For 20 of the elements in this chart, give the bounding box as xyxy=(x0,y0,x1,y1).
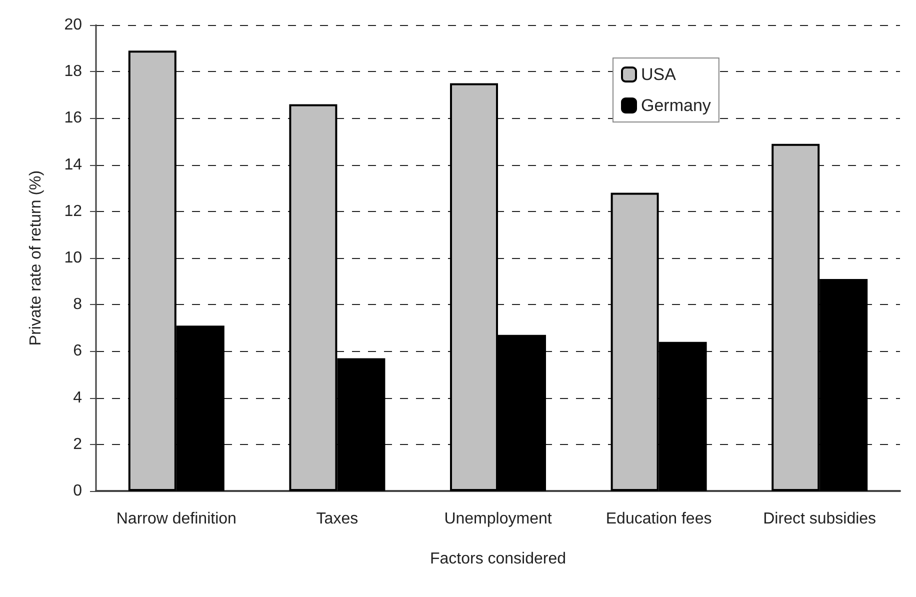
y-tick-label: 0 xyxy=(73,482,82,500)
y-tick-label: 4 xyxy=(73,389,82,406)
x-tick-label: Unemployment xyxy=(444,510,552,528)
x-axis-title: Factors considered xyxy=(430,550,566,568)
y-tick-label: 10 xyxy=(64,250,82,266)
legend-label: USA xyxy=(641,65,677,84)
y-axis-title: Private rate of return (%) xyxy=(28,170,44,346)
y-tick-label: 16 xyxy=(64,110,82,127)
x-tick-label: Education fees xyxy=(606,510,712,528)
x-tick-label: Taxes xyxy=(316,510,358,528)
x-tick-label: Narrow definition xyxy=(116,510,236,528)
y-tick-label: 12 xyxy=(64,202,82,220)
y-tick-label: 8 xyxy=(73,296,82,314)
y-tick-label: 20 xyxy=(64,16,82,34)
y-tick-label: 6 xyxy=(73,342,82,360)
x-tick-label: Direct subsidies xyxy=(763,510,876,528)
legend-label: Germany xyxy=(641,96,712,115)
y-tick-label: 2 xyxy=(73,436,82,453)
y-tick-label: 14 xyxy=(64,156,82,174)
y-tick-label: 18 xyxy=(64,63,82,80)
